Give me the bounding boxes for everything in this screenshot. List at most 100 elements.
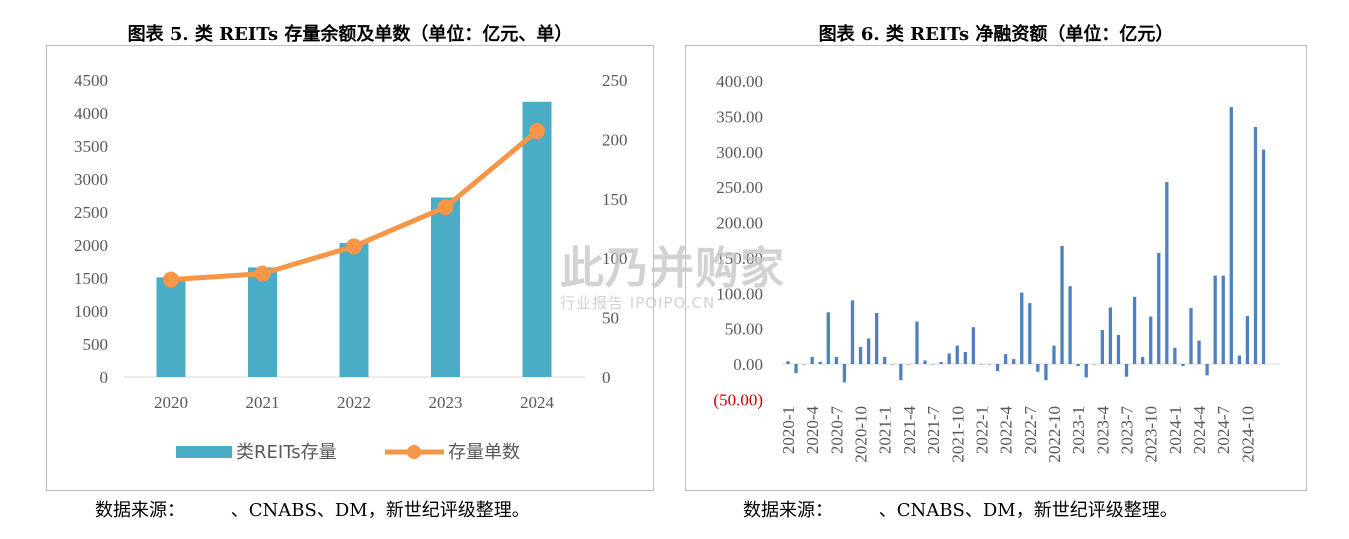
chart5-legend-line-marker	[407, 445, 421, 459]
chart6-x-tick-label: 2022-7	[1021, 406, 1040, 455]
chart6-bar	[955, 345, 959, 364]
chart5-line-point	[346, 238, 362, 255]
chart6-x-tick-label: 2024-10	[1238, 406, 1257, 463]
chart6-bar	[1084, 364, 1088, 378]
chart6-x-tick-label: 2021-4	[900, 406, 919, 455]
chart6-bar	[979, 364, 984, 365]
chart6-bar	[1060, 245, 1064, 364]
chart6-y-tick-label: 100.00	[716, 284, 763, 303]
chart6-bar	[995, 364, 1000, 372]
chart6-bar	[858, 347, 863, 364]
chart6-bar	[931, 364, 935, 365]
chart5-right-tick-label: 0	[602, 368, 611, 387]
chart6-x-tick-label: 2022-4	[997, 406, 1016, 455]
chart6-bar	[1229, 107, 1233, 365]
chart5-title: 图表 5. 类 REITs 存量余额及单数（单位：亿元、单）	[127, 24, 573, 45]
chart6-x-tick-label: 2021-1	[876, 406, 895, 454]
chart6-x-tick-label: 2021-7	[924, 406, 943, 455]
chart6-x-tick-label: 2022-1	[972, 406, 991, 454]
chart6-x-tick-label: 2020-7	[827, 406, 846, 455]
chart6-bar	[1028, 303, 1032, 364]
chart5-left-tick-label: 4000	[74, 104, 108, 123]
chart6-x-tick-label: 2020-10	[852, 406, 871, 463]
chart5-right-tick-label: 250	[602, 71, 628, 90]
chart6-bar	[907, 364, 911, 365]
chart6-y-tick-label: 50.00	[725, 320, 763, 339]
chart5-bar	[156, 277, 186, 377]
chart5-left-tick-label: 2500	[74, 203, 108, 222]
chart6-frame	[685, 45, 1307, 491]
chart6-bar	[1149, 316, 1153, 364]
chart6-bar	[1261, 149, 1266, 364]
chart6-source: 数据来源： 、CNABS、DM，新世纪评级整理。	[743, 500, 1178, 521]
chart6-bar	[1124, 364, 1129, 377]
chart6-bar	[1205, 364, 1209, 376]
chart5-right-tick-label: 200	[602, 130, 628, 149]
chart6-y-tick-label: 300.00	[716, 143, 763, 162]
chart6-y-tick-label: 200.00	[716, 214, 763, 233]
chart6-bar	[923, 360, 927, 364]
chart6-y-tick-label: 150.00	[716, 249, 763, 268]
chart5-line-point	[254, 265, 271, 282]
chart6-bar	[1157, 252, 1161, 364]
chart6-bar	[971, 327, 976, 364]
chart6-bar	[810, 356, 814, 364]
chart6-x-tick-label: 2020-1	[779, 406, 798, 454]
chart6-x-tick-label: 2023-10	[1142, 406, 1161, 463]
chart5-x-tick-label: 2023	[429, 393, 463, 412]
chart6-x-tick-label: 2023-4	[1093, 406, 1112, 455]
chart6-y-tick-label: 400.00	[716, 72, 763, 91]
chart5-left-tick-label: 500	[83, 335, 109, 354]
chart6-bar	[1012, 359, 1016, 364]
chart5-legend-line-label: 存量单数	[448, 442, 520, 463]
chart6-bar	[834, 356, 839, 364]
chart6-bar	[1052, 345, 1056, 364]
chart5-source: 数据来源： 、CNABS、DM，新世纪评级整理。	[95, 500, 530, 521]
chart6-x-tick-label: 2020-4	[803, 406, 822, 455]
chart6-bar	[1173, 347, 1177, 364]
chart6-bar	[1100, 330, 1104, 364]
chart6-bar	[883, 356, 887, 364]
chart5-left-tick-label: 3500	[74, 137, 108, 156]
chart5-bar	[522, 101, 552, 377]
chart5-legend-bar-label: 类REITs存量	[236, 442, 337, 463]
chart5-bar	[339, 243, 369, 377]
chart6-x-tick-label: 2024-1	[1166, 406, 1185, 454]
chart5-line-point	[437, 199, 454, 216]
chart6-bar	[1003, 354, 1008, 364]
chart5-left-tick-label: 1000	[74, 302, 108, 321]
chart5-bar	[248, 267, 277, 377]
chart6-bar	[1253, 126, 1258, 364]
chart6-x-tick-label: 2023-7	[1118, 406, 1137, 455]
chart6-bar	[794, 364, 798, 374]
chart6-bar	[891, 364, 895, 365]
chart5-left-tick-label: 4500	[74, 71, 108, 90]
chart6-bar	[818, 361, 822, 364]
chart6-bar	[866, 338, 871, 364]
chart6-title: 图表 6. 类 REITs 净融资额（单位：亿元）	[818, 24, 1174, 45]
chart6-bar	[939, 361, 943, 364]
chart5-line-point	[163, 271, 179, 288]
chart6-bar	[1044, 364, 1048, 381]
chart6-bar	[826, 312, 830, 364]
chart6-bar	[1221, 275, 1225, 364]
chart6-bar	[1181, 364, 1185, 367]
chart6-y-tick-label: 350.00	[716, 107, 763, 126]
chart6-bar	[842, 364, 847, 383]
chart6-bar	[802, 364, 806, 365]
chart5-left-tick-label: 2000	[74, 236, 108, 255]
chart6-bar	[1140, 356, 1145, 364]
chart6-bar	[1020, 292, 1024, 364]
chart6-bar	[850, 300, 855, 364]
chart5-left-tick-label: 3000	[74, 170, 108, 189]
chart6-x-tick-label: 2024-4	[1190, 406, 1209, 455]
chart5-bar	[431, 197, 460, 377]
chart5-left-tick-label: 0	[100, 368, 109, 387]
chart6-x-tick-label: 2023-1	[1069, 406, 1088, 454]
chart5-legend-bar-swatch	[176, 446, 232, 458]
chart5-x-tick-label: 2021	[246, 393, 280, 412]
chart6-bar	[1036, 364, 1040, 372]
chart6-bar	[987, 364, 992, 365]
chart6-bar	[1245, 315, 1250, 364]
